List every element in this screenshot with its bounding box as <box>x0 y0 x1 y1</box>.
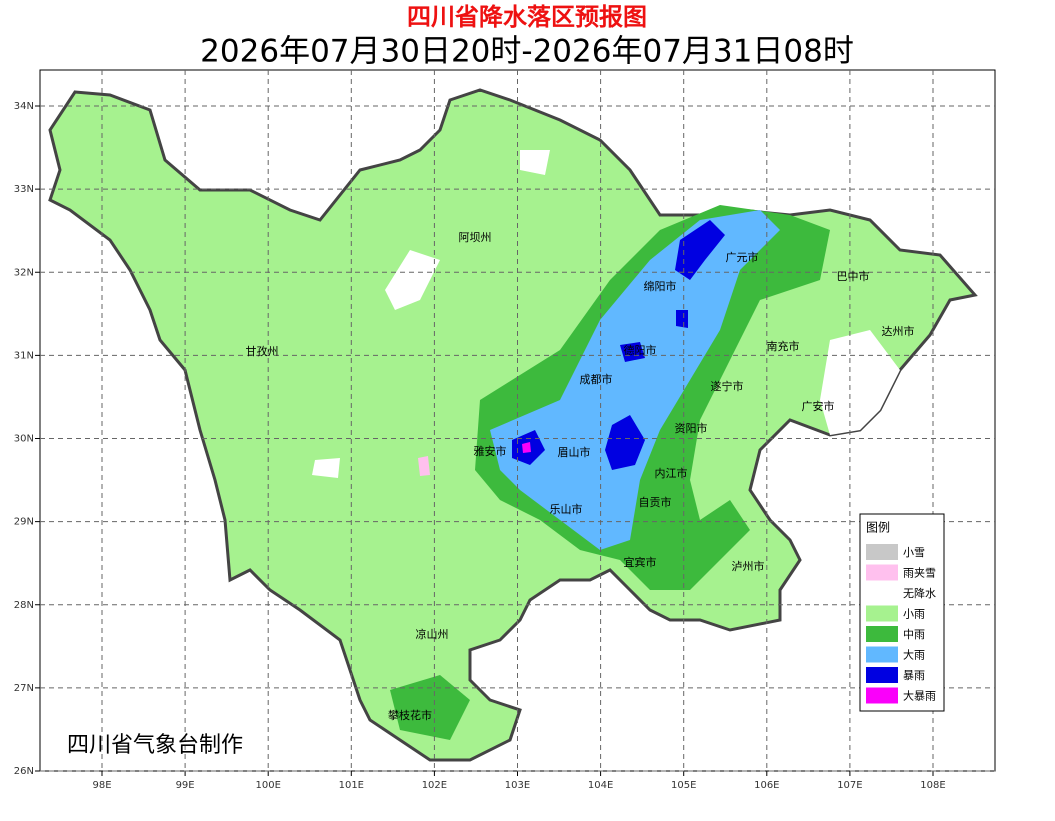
city-label: 资阳市 <box>675 421 708 435</box>
lat-tick-label: 32N <box>14 267 34 278</box>
legend-swatch <box>866 605 898 622</box>
city-label: 甘孜州 <box>246 344 279 358</box>
lon-tick-label: 108E <box>920 780 945 791</box>
title: 四川省降水落区预报图 <box>407 3 647 31</box>
lon-tick-label: 98E <box>92 780 111 791</box>
legend-label: 暴雨 <box>903 669 925 682</box>
lat-tick-label: 29N <box>14 517 34 528</box>
city-label: 巴中市 <box>837 269 870 283</box>
legend-label: 小雨 <box>903 608 925 621</box>
lat-tick-label: 30N <box>14 434 34 445</box>
city-label: 宜宾市 <box>624 555 657 569</box>
severe-rainstorm-area <box>522 442 531 453</box>
city-label: 绵阳市 <box>644 279 677 293</box>
lon-tick-label: 103E <box>505 780 530 791</box>
legend-label: 小雪 <box>903 546 925 559</box>
legend-swatch <box>866 585 898 601</box>
city-label: 泸州市 <box>732 559 765 573</box>
city-label: 达州市 <box>882 324 915 338</box>
lon-tick-label: 106E <box>754 780 779 791</box>
lon-tick-label: 107E <box>837 780 862 791</box>
legend-title: 图例 <box>866 521 890 535</box>
lon-tick-label: 105E <box>671 780 696 791</box>
legend-swatch <box>866 667 898 683</box>
legend-swatch <box>866 646 898 663</box>
lon-tick-label: 99E <box>176 780 195 791</box>
lat-tick-label: 27N <box>14 683 34 694</box>
legend-label: 大暴雨 <box>903 689 936 703</box>
legend-swatch <box>866 564 898 581</box>
legend-swatch <box>866 687 898 704</box>
lat-tick-label: 28N <box>14 600 34 611</box>
city-label: 遂宁市 <box>711 379 744 393</box>
lat-tick-label: 31N <box>14 350 34 361</box>
lon-tick-label: 101E <box>339 780 364 791</box>
lat-tick-label: 33N <box>14 184 34 195</box>
province <box>48 88 978 762</box>
heavy-rain-area <box>490 210 780 550</box>
legend-label: 雨夹雪 <box>903 567 936 580</box>
subtitle: 2026年07月30日20时-2026年07月31日08时 <box>200 34 854 70</box>
legend-label: 中雨 <box>903 628 925 641</box>
legend-label: 无降水 <box>903 586 936 600</box>
city-label: 成都市 <box>580 372 613 386</box>
city-label: 眉山市 <box>558 445 591 459</box>
city-label: 内江市 <box>655 466 688 480</box>
credit: 四川省气象台制作 <box>67 733 243 758</box>
lon-tick-label: 104E <box>588 780 613 791</box>
city-label: 广安市 <box>802 399 835 413</box>
legend-swatch <box>866 626 898 642</box>
city-label: 广元市 <box>726 250 759 264</box>
lat-tick-label: 26N <box>14 766 34 777</box>
lon-tick-label: 100E <box>255 780 280 791</box>
city-label: 雅安市 <box>474 444 507 458</box>
city-label: 南充市 <box>767 339 800 353</box>
city-label: 凉山州 <box>416 627 449 641</box>
sleet-area <box>418 456 430 476</box>
city-label: 阿坝州 <box>459 230 492 244</box>
lon-tick-label: 102E <box>422 780 447 791</box>
city-label: 德阳市 <box>624 343 657 357</box>
city-label: 自贡市 <box>639 495 672 509</box>
city-label: 乐山市 <box>550 502 583 516</box>
lat-tick-label: 34N <box>14 101 34 112</box>
city-label: 攀枝花市 <box>388 708 432 722</box>
legend-swatch <box>866 544 898 560</box>
legend-label: 大雨 <box>903 648 925 662</box>
rainstorm-area <box>512 220 725 470</box>
